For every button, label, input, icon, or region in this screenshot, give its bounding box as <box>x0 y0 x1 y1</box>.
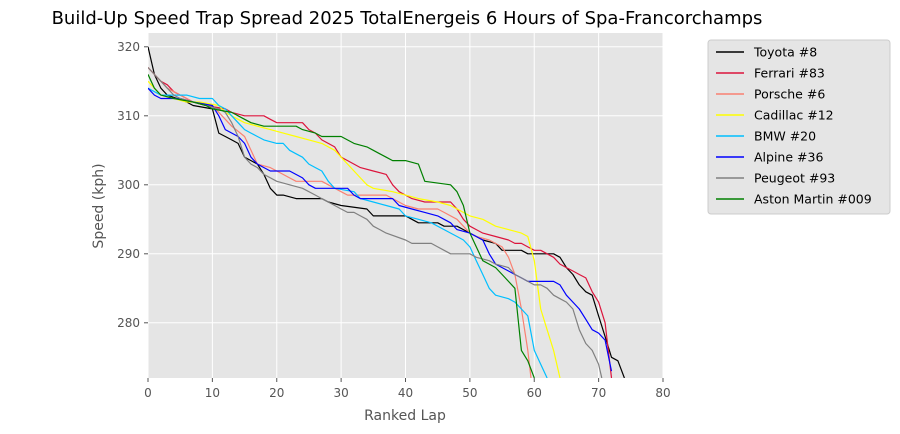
y-tick-label: 300 <box>117 178 140 192</box>
series-line-5 <box>148 87 548 378</box>
series-line-8 <box>148 74 535 378</box>
x-tick-label: 10 <box>205 386 220 400</box>
x-tick-label: 20 <box>269 386 284 400</box>
legend-entry-label: Peugeot #93 <box>754 171 835 186</box>
y-tick-label: 320 <box>117 40 140 54</box>
x-tick-label: 40 <box>398 386 413 400</box>
x-tick-label: 80 <box>655 386 670 400</box>
legend-entry-label: Cadillac #12 <box>754 108 834 123</box>
series-line-4 <box>148 80 561 378</box>
legend-entry-label: Porsche #6 <box>754 87 825 102</box>
legend-entry-label: Alpine #36 <box>754 150 823 165</box>
x-tick-label: 50 <box>462 386 477 400</box>
x-tick-label: 60 <box>527 386 542 400</box>
y-tick-label: 310 <box>117 109 140 123</box>
chart-title: Build-Up Speed Trap Spread 2025 TotalEne… <box>52 8 763 29</box>
x-tick-label: 70 <box>591 386 606 400</box>
series-line-6 <box>148 87 613 372</box>
legend: Toyota #8 Ferrari #83 Porsche #6 Cadillac #… <box>707 39 891 215</box>
y-tick-label: 290 <box>117 247 140 261</box>
x-axis-label: Ranked Lap <box>364 408 446 424</box>
y-tick-label: 280 <box>117 316 140 330</box>
series-line-7 <box>148 67 603 378</box>
x-tick-label: 0 <box>144 386 152 400</box>
legend-entry-label: Toyota #8 <box>753 45 817 60</box>
axis-ticks: 0 10 20 30 40 50 60 70 80 280 290 300 310 320 <box>117 40 671 400</box>
legend-box <box>707 39 891 215</box>
x-tick-label: 30 <box>333 386 348 400</box>
legend-entry-label: Aston Martin #009 <box>754 192 872 207</box>
series-line-1 <box>148 46 625 378</box>
y-axis-label: Speed (kph) <box>91 163 107 248</box>
legend-entry-label: Ferrari #83 <box>754 66 825 81</box>
legend-entry-label: BMW #20 <box>754 129 816 144</box>
series-lines <box>148 46 625 378</box>
